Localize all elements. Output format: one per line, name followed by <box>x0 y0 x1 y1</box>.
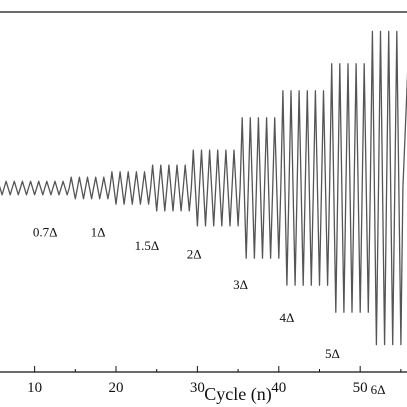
amplitude-level-label: 3Δ <box>233 277 248 292</box>
amplitude-level-label: 5Δ <box>325 346 340 361</box>
x-tick-label: 30 <box>190 380 205 396</box>
x-axis: 10 20 30 40 50 <box>27 366 402 396</box>
amplitude-level-label: 4Δ <box>279 310 294 325</box>
amplitude-labels: 0.7Δ 1Δ 1.5Δ 2Δ 3Δ 4Δ 5Δ 6Δ <box>33 224 386 397</box>
amplitude-level-label: 2Δ <box>187 246 202 261</box>
x-tick-label: 10 <box>27 380 42 396</box>
amplitude-level-label: 6Δ <box>371 382 386 397</box>
x-tick-label: 20 <box>109 380 124 396</box>
amplitude-level-label: 1.5Δ <box>135 238 160 253</box>
x-axis-title: Cycle (n) <box>204 384 271 405</box>
amplitude-level-label: 1Δ <box>91 224 106 239</box>
x-tick-label: 50 <box>353 380 368 396</box>
x-tick-label: 40 <box>271 380 286 396</box>
hysteresis-loading-line <box>0 30 407 346</box>
plot-frame <box>0 11 407 373</box>
amplitude-level-label: 0.7Δ <box>33 224 58 239</box>
series-layer <box>0 30 407 346</box>
